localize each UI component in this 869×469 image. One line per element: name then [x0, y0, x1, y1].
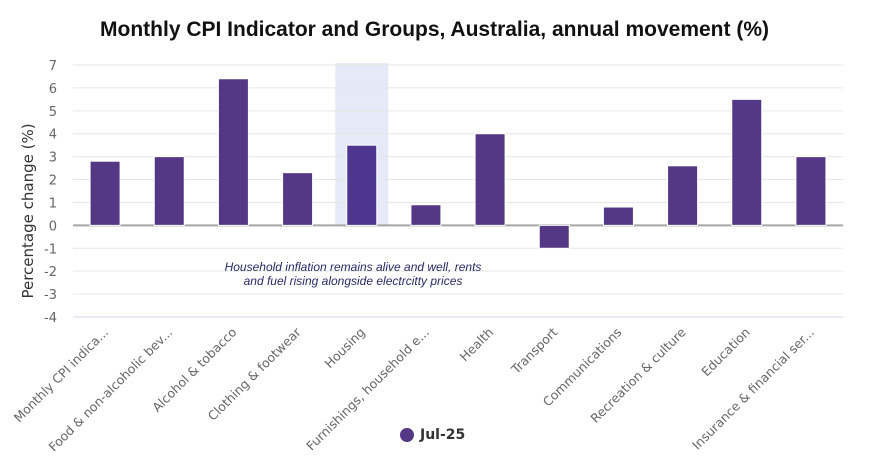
y-tick-label: 3 [49, 151, 57, 166]
chart-title: Monthly CPI Indicator and Groups, Austra… [100, 18, 769, 41]
bar-2 [217, 78, 249, 226]
x-tick-label: Health [457, 325, 497, 365]
x-tick-label: Food & non-alcoholic bev... [45, 325, 175, 455]
y-tick-label: -4 [44, 311, 57, 326]
annotation-line: and fuel rising alongside electrcitty pr… [244, 274, 463, 288]
y-tick-label: -1 [44, 242, 57, 257]
y-axis-title: Percentage change (%) [19, 123, 37, 298]
y-tick-label: -3 [44, 288, 57, 303]
y-tick-label: 6 [49, 82, 57, 97]
y-tick-label: 7 [49, 59, 57, 74]
y-tick-label: 4 [49, 128, 57, 143]
bar-3 [282, 172, 314, 226]
x-tick-label: Insurance & financial ser... [689, 325, 817, 453]
bar-0 [89, 160, 121, 226]
bar-9 [667, 165, 699, 226]
y-tick-label: 1 [49, 196, 57, 211]
bar-8 [602, 206, 634, 226]
bar-7 [538, 224, 570, 249]
legend-item[interactable]: Jul-25 [400, 427, 465, 443]
bar-5 [410, 204, 442, 226]
bar-1 [153, 156, 185, 226]
annotation-line: Household inflation remains alive and we… [225, 260, 482, 274]
x-tick-label: Transport [508, 324, 561, 377]
bar-10 [731, 98, 763, 226]
bar-6 [474, 133, 506, 226]
x-tick-label: Housing [321, 325, 368, 372]
legend-marker [400, 428, 414, 442]
legend-label: Jul-25 [420, 427, 466, 443]
bar-11 [795, 156, 827, 226]
y-tick-label: 2 [49, 174, 57, 189]
y-tick-label: -2 [44, 265, 57, 280]
y-tick-label: 5 [49, 105, 57, 120]
y-tick-label: 0 [49, 219, 57, 234]
x-tick-label: Education [698, 325, 753, 380]
bar-4 [346, 144, 378, 226]
